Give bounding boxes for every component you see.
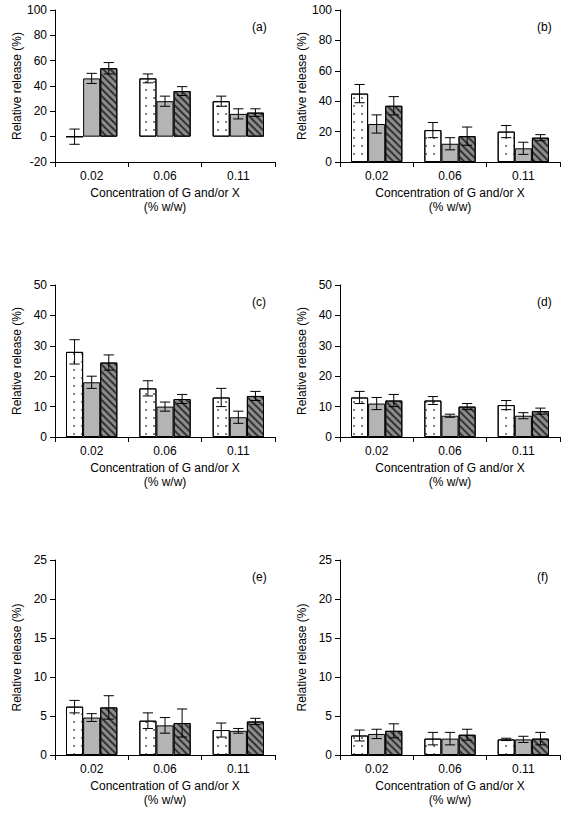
svg-text:0.06: 0.06: [438, 169, 462, 183]
svg-text:40: 40: [34, 79, 48, 93]
svg-text:(% w/w): (% w/w): [144, 475, 187, 489]
svg-text:15: 15: [319, 631, 333, 645]
svg-text:0.06: 0.06: [153, 169, 177, 183]
svg-text:20: 20: [34, 104, 48, 118]
svg-text:10: 10: [34, 670, 48, 684]
svg-text:0.11: 0.11: [512, 762, 535, 776]
svg-text:80: 80: [34, 28, 48, 42]
svg-text:Relative release (%): Relative release (%): [295, 32, 309, 140]
svg-text:0.06: 0.06: [438, 762, 462, 776]
svg-text:0.11: 0.11: [227, 169, 250, 183]
svg-text:20: 20: [319, 369, 333, 383]
svg-text:10: 10: [319, 670, 333, 684]
svg-text:30: 30: [319, 339, 333, 353]
svg-text:10: 10: [34, 400, 48, 414]
svg-text:(f): (f): [537, 570, 548, 584]
svg-text:0.02: 0.02: [80, 762, 104, 776]
svg-text:0.06: 0.06: [438, 444, 462, 458]
svg-text:100: 100: [27, 3, 47, 17]
svg-text:0: 0: [40, 130, 47, 144]
svg-text:80: 80: [319, 33, 333, 47]
svg-text:(e): (e): [252, 570, 267, 584]
svg-text:(b): (b): [537, 20, 552, 34]
svg-text:5: 5: [325, 709, 332, 723]
svg-text:40: 40: [34, 308, 48, 322]
svg-text:50: 50: [319, 278, 333, 292]
svg-text:Relative release (%): Relative release (%): [295, 603, 309, 711]
svg-text:0.11: 0.11: [512, 444, 535, 458]
svg-text:50: 50: [34, 278, 48, 292]
svg-text:0: 0: [40, 748, 47, 762]
svg-text:0.02: 0.02: [365, 444, 389, 458]
svg-text:40: 40: [319, 308, 333, 322]
svg-text:15: 15: [34, 631, 48, 645]
svg-text:40: 40: [319, 94, 333, 108]
svg-text:Concentration of G and/or X: Concentration of G and/or X: [90, 186, 239, 200]
svg-text:(a): (a): [252, 20, 267, 34]
svg-text:100: 100: [312, 3, 332, 17]
svg-text:(% w/w): (% w/w): [429, 475, 472, 489]
svg-text:(% w/w): (% w/w): [144, 793, 187, 807]
svg-text:Concentration of G and/or X: Concentration of G and/or X: [375, 461, 524, 475]
svg-text:0.06: 0.06: [153, 444, 177, 458]
svg-text:0: 0: [40, 430, 47, 444]
svg-text:60: 60: [319, 64, 333, 78]
svg-text:Concentration of G and/or X: Concentration of G and/or X: [375, 779, 524, 793]
svg-text:(% w/w): (% w/w): [429, 793, 472, 807]
svg-text:-20: -20: [30, 155, 48, 169]
svg-text:20: 20: [319, 125, 333, 139]
svg-text:0: 0: [325, 155, 332, 169]
svg-text:Relative release (%): Relative release (%): [10, 32, 24, 140]
svg-text:0: 0: [325, 430, 332, 444]
svg-text:5: 5: [40, 709, 47, 723]
svg-text:(% w/w): (% w/w): [144, 200, 187, 214]
svg-text:30: 30: [34, 339, 48, 353]
svg-text:25: 25: [319, 553, 333, 567]
svg-text:60: 60: [34, 54, 48, 68]
svg-text:0: 0: [325, 748, 332, 762]
svg-text:0.11: 0.11: [227, 762, 250, 776]
svg-text:0.02: 0.02: [365, 762, 389, 776]
svg-text:20: 20: [34, 592, 48, 606]
svg-text:0.02: 0.02: [365, 169, 389, 183]
svg-text:Concentration of G and/or X: Concentration of G and/or X: [90, 461, 239, 475]
svg-text:Relative release (%): Relative release (%): [10, 603, 24, 711]
svg-text:20: 20: [34, 369, 48, 383]
svg-text:0.11: 0.11: [227, 444, 250, 458]
svg-text:(d): (d): [537, 295, 552, 309]
svg-text:Relative release (%): Relative release (%): [295, 307, 309, 415]
svg-text:(% w/w): (% w/w): [429, 200, 472, 214]
svg-text:20: 20: [319, 592, 333, 606]
svg-text:0.02: 0.02: [80, 444, 104, 458]
svg-text:0.02: 0.02: [80, 169, 104, 183]
svg-text:0.11: 0.11: [512, 169, 535, 183]
svg-text:Concentration of G and/or X: Concentration of G and/or X: [375, 186, 524, 200]
svg-text:(c): (c): [252, 295, 266, 309]
svg-text:Relative release (%): Relative release (%): [10, 307, 24, 415]
svg-text:10: 10: [319, 400, 333, 414]
svg-text:Concentration of G and/or X: Concentration of G and/or X: [90, 779, 239, 793]
svg-text:0.06: 0.06: [153, 762, 177, 776]
svg-text:25: 25: [34, 553, 48, 567]
